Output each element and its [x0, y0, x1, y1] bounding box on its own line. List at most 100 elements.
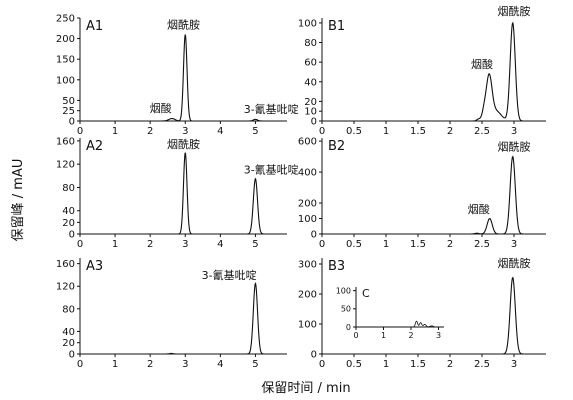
y-tick-label: 0: [69, 230, 75, 241]
x-tick-label: 2: [147, 239, 153, 250]
y-tick-label: 400: [298, 168, 317, 179]
y-tick-label: 20: [62, 218, 75, 229]
panel-label: A1: [86, 19, 103, 34]
y-tick-label: 10: [304, 107, 317, 118]
peak-annotation: 烟酰胺: [498, 139, 531, 153]
series-line: [322, 276, 546, 355]
panel-label: B3: [328, 259, 345, 274]
series-line: [80, 282, 287, 355]
series-line: [80, 152, 287, 235]
y-tick-label: 100: [298, 18, 317, 29]
x-tick-label: 5: [252, 126, 258, 137]
peak-annotation: 烟酸: [471, 57, 493, 71]
panel-c: 0 50 100 0 1 2 3 C: [336, 286, 444, 340]
y-tick-label: 25: [62, 106, 75, 117]
x-tick-label: 2: [147, 126, 153, 137]
y-tick-label: 0: [311, 230, 317, 241]
y-tick-label: 50: [62, 96, 75, 107]
x-tick-label: 1: [112, 239, 118, 250]
peak-annotation: 烟酰胺: [167, 137, 200, 151]
y-tick-label: 0: [311, 117, 317, 128]
y-tick-label: 20: [62, 338, 75, 349]
y-tick-label: 100: [298, 320, 317, 331]
y-tick-label: 80: [304, 38, 317, 49]
x-tick-label: 0: [77, 359, 83, 370]
y-tick-label: 100: [298, 214, 317, 225]
peak-annotation: 烟酸: [150, 101, 172, 115]
y-tick-label: 150: [56, 55, 75, 66]
x-tick-label: 0: [319, 126, 325, 137]
series-line: [322, 155, 546, 235]
y-tick-label: 120: [56, 160, 75, 171]
y-tick-label: 0: [346, 323, 351, 332]
x-tick-label: 3: [182, 126, 188, 137]
peak-annotation: 烟酰胺: [167, 17, 200, 31]
y-tick-label: 20: [304, 97, 317, 108]
peak-annotation: 烟酸: [468, 202, 490, 216]
y-tick-label: 100: [56, 75, 75, 86]
x-axis-label: 保留时间 / min: [261, 381, 350, 396]
x-tick-label: 0: [77, 239, 83, 250]
x-tick-label: 1: [383, 126, 389, 137]
x-tick-label: 3: [436, 331, 441, 340]
y-tick-label: 0: [311, 350, 317, 361]
y-tick-label: 40: [304, 77, 317, 88]
x-tick-label: 2: [447, 239, 453, 250]
y-axis-label: 保留峰 / mAU: [11, 159, 26, 242]
panel-label: B2: [328, 139, 345, 154]
x-tick-label: 0.5: [346, 359, 362, 370]
x-tick-label: 1.5: [410, 239, 426, 250]
panel-label: A2: [86, 139, 103, 154]
y-tick-label: 60: [304, 58, 317, 69]
y-tick-label: 200: [56, 34, 75, 45]
y-tick-label: 250: [56, 14, 75, 25]
x-tick-label: 1: [112, 126, 118, 137]
x-tick-label: 4: [217, 239, 223, 250]
y-tick-label: 50: [341, 305, 351, 314]
x-tick-label: 1: [381, 331, 386, 340]
x-tick-label: 0: [353, 331, 358, 340]
panel-label: B1: [328, 19, 345, 34]
x-tick-label: 0: [319, 239, 325, 250]
panel-label: C: [362, 287, 370, 300]
y-tick-label: 40: [62, 327, 75, 338]
x-tick-label: 1.5: [410, 359, 426, 370]
panel-label: A3: [86, 259, 103, 274]
x-tick-label: 2: [447, 126, 453, 137]
y-tick-label: 40: [62, 206, 75, 217]
y-tick-label: 160: [56, 259, 75, 270]
x-tick-label: 3: [182, 359, 188, 370]
x-tick-label: 2: [147, 359, 153, 370]
x-tick-label: 2: [408, 331, 413, 340]
peak-annotation: 烟酰胺: [498, 256, 531, 270]
x-tick-label: 2.5: [474, 126, 490, 137]
x-tick-label: 2.5: [474, 359, 490, 370]
y-tick-label: 200: [298, 199, 317, 210]
x-tick-label: 4: [217, 126, 223, 137]
peak-annotation: 烟酰胺: [498, 4, 531, 18]
series-line: [322, 21, 546, 122]
x-tick-label: 1: [383, 359, 389, 370]
series-line: [80, 34, 287, 122]
x-tick-label: 1: [383, 239, 389, 250]
y-tick-label: 600: [298, 137, 317, 148]
x-tick-label: 5: [252, 239, 258, 250]
peak-annotation: 3-氰基吡啶: [202, 268, 257, 282]
x-tick-label: 0.5: [346, 126, 362, 137]
x-tick-label: 1.5: [410, 126, 426, 137]
y-tick-label: 160: [56, 136, 75, 147]
panel-b2: 0 100 200 400 600 0 0.5 1 1.5 2 2.5 3 B2 烟酸 烟酰胺: [298, 137, 546, 250]
y-tick-label: 300: [298, 260, 317, 271]
y-tick-label: 120: [56, 282, 75, 293]
x-tick-label: 4: [217, 359, 223, 370]
peak-annotation: 3-氰基吡啶: [244, 162, 299, 176]
x-tick-label: 0.5: [346, 239, 362, 250]
x-tick-label: 3: [182, 239, 188, 250]
x-tick-label: 2: [447, 359, 453, 370]
